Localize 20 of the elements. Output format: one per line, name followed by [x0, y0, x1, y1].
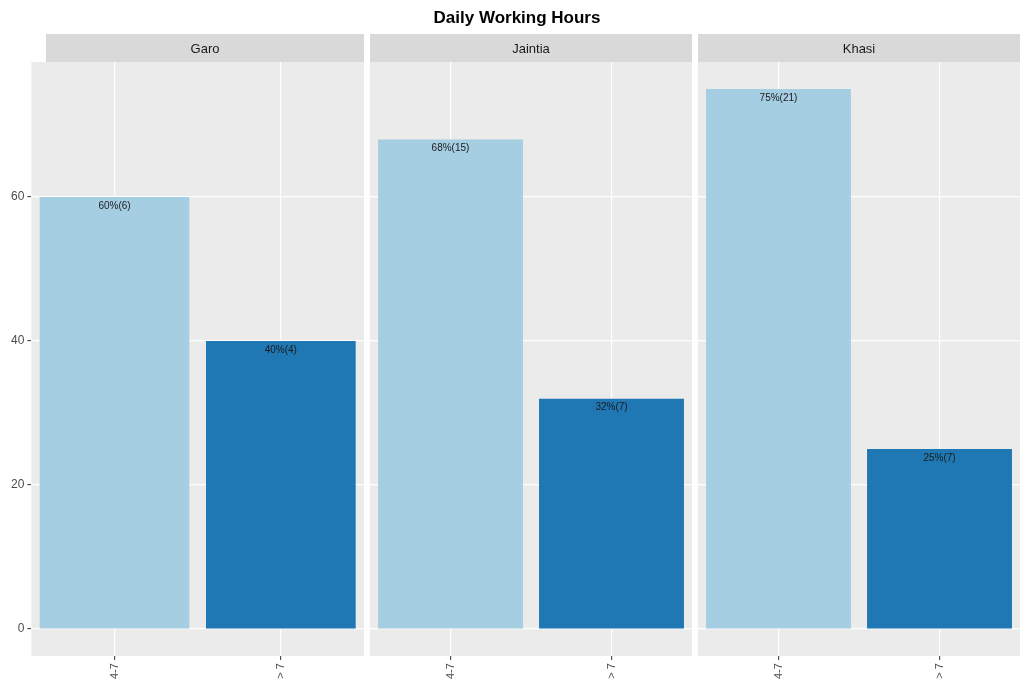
y-tick-label: 40 — [10, 333, 25, 348]
x-tick-label: > 7 — [273, 663, 286, 679]
y-tick-label: 60 — [10, 189, 25, 204]
chart-subtitle: Khasi — [698, 34, 1020, 62]
x-tick-label: 4-7 — [443, 663, 456, 680]
chart-title: Daily Working Hours — [432, 8, 602, 29]
data-label: 40%(4) — [264, 343, 297, 355]
x-tick-label: > 7 — [604, 663, 617, 679]
data-label: 68%(15) — [431, 142, 470, 154]
data-label: 25%(7) — [923, 451, 956, 463]
data-label: 32%(7) — [595, 401, 628, 413]
data-label: 60%(6) — [98, 199, 131, 211]
x-tick-label: 4-7 — [771, 663, 784, 680]
y-tick-label: 0 — [17, 621, 25, 636]
y-tick-label: 20 — [10, 477, 25, 492]
data-label: 75%(21) — [759, 91, 798, 103]
chart-subtitle: Garo — [46, 34, 364, 62]
chart-subtitle: Jaintia — [370, 34, 692, 62]
x-tick-label: > 7 — [932, 663, 945, 679]
x-tick-label: 4-7 — [107, 663, 120, 680]
